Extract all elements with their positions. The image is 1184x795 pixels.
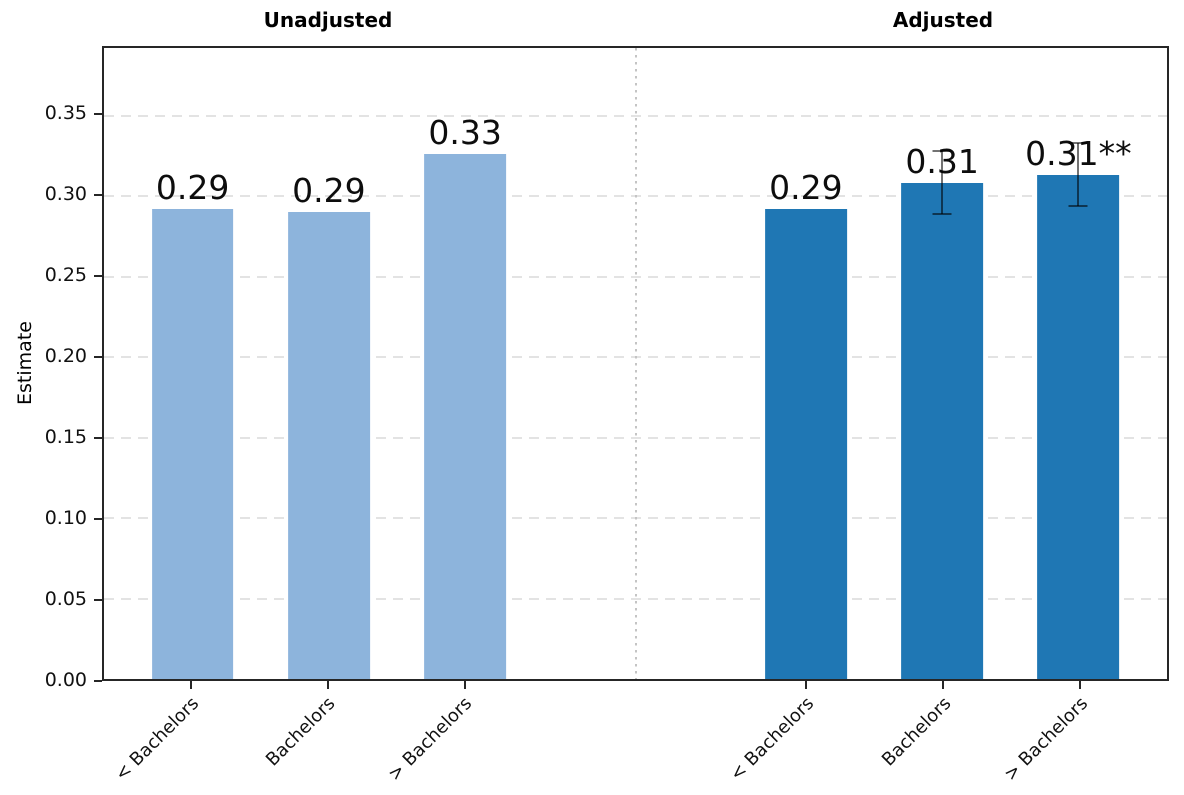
y-tick-label: 0.30 (44, 183, 87, 206)
x-tick-label: > Bachelors (999, 693, 1092, 786)
panel-title-unadjusted: Unadjusted (263, 8, 393, 32)
error-bar-cap (932, 212, 952, 215)
y-tick-mark (94, 518, 102, 521)
y-tick-mark (94, 113, 102, 116)
bar-value-label: 0.29 (769, 167, 843, 207)
bar-value-label: 0.29 (292, 171, 366, 211)
x-tick-label: Bachelors (262, 693, 340, 771)
y-axis: 0.00 0.05 0.10 0.15 0.20 0.25 0.30 0.35 (0, 46, 102, 691)
x-tick-mark (326, 681, 329, 689)
bar (151, 208, 234, 679)
bar (1037, 175, 1120, 679)
error-bar-cap (1068, 141, 1088, 144)
bar (764, 208, 847, 679)
y-tick-label: 0.00 (44, 669, 87, 692)
x-tick-label: < Bachelors (110, 693, 203, 786)
y-tick-label: 0.10 (44, 507, 87, 530)
y-tick-label: 0.20 (44, 345, 87, 368)
error-bar (1077, 142, 1080, 206)
x-tick-label: > Bachelors (384, 693, 477, 786)
bar (287, 212, 370, 679)
error-bar-cap (1068, 204, 1088, 207)
y-tick-mark (94, 680, 102, 682)
x-axis: < Bachelors Bachelors > Bachelors < Bachelo… (102, 681, 1169, 795)
y-tick-mark (94, 356, 102, 359)
y-tick-mark (94, 194, 102, 197)
y-tick-label: 0.05 (44, 588, 87, 611)
plot-area: 0.29 0.29 0.33 0.29 0.31 0.31** (102, 46, 1169, 681)
x-tick-mark (805, 681, 808, 689)
panel-divider (634, 48, 637, 679)
bar-value-label: 0.29 (155, 167, 230, 207)
bar (424, 154, 507, 679)
y-tick-label: 0.15 (44, 426, 87, 449)
y-tick-mark (94, 275, 102, 278)
error-bar-cap (932, 150, 952, 153)
y-tick-mark (94, 437, 102, 440)
x-tick-label: < Bachelors (726, 693, 819, 786)
x-tick-mark (463, 681, 466, 689)
bar-value-label: 0.33 (428, 113, 502, 153)
y-tick-label: 0.35 (44, 102, 87, 125)
error-bar (941, 151, 944, 214)
x-tick-label: Bachelors (877, 693, 956, 771)
y-tick-mark (94, 599, 102, 602)
x-tick-mark (942, 681, 945, 689)
x-tick-mark (189, 681, 192, 689)
panel-title-adjusted: Adjusted (892, 8, 994, 32)
x-tick-mark (1079, 681, 1082, 689)
bar (901, 183, 984, 679)
y-tick-label: 0.25 (44, 264, 87, 287)
